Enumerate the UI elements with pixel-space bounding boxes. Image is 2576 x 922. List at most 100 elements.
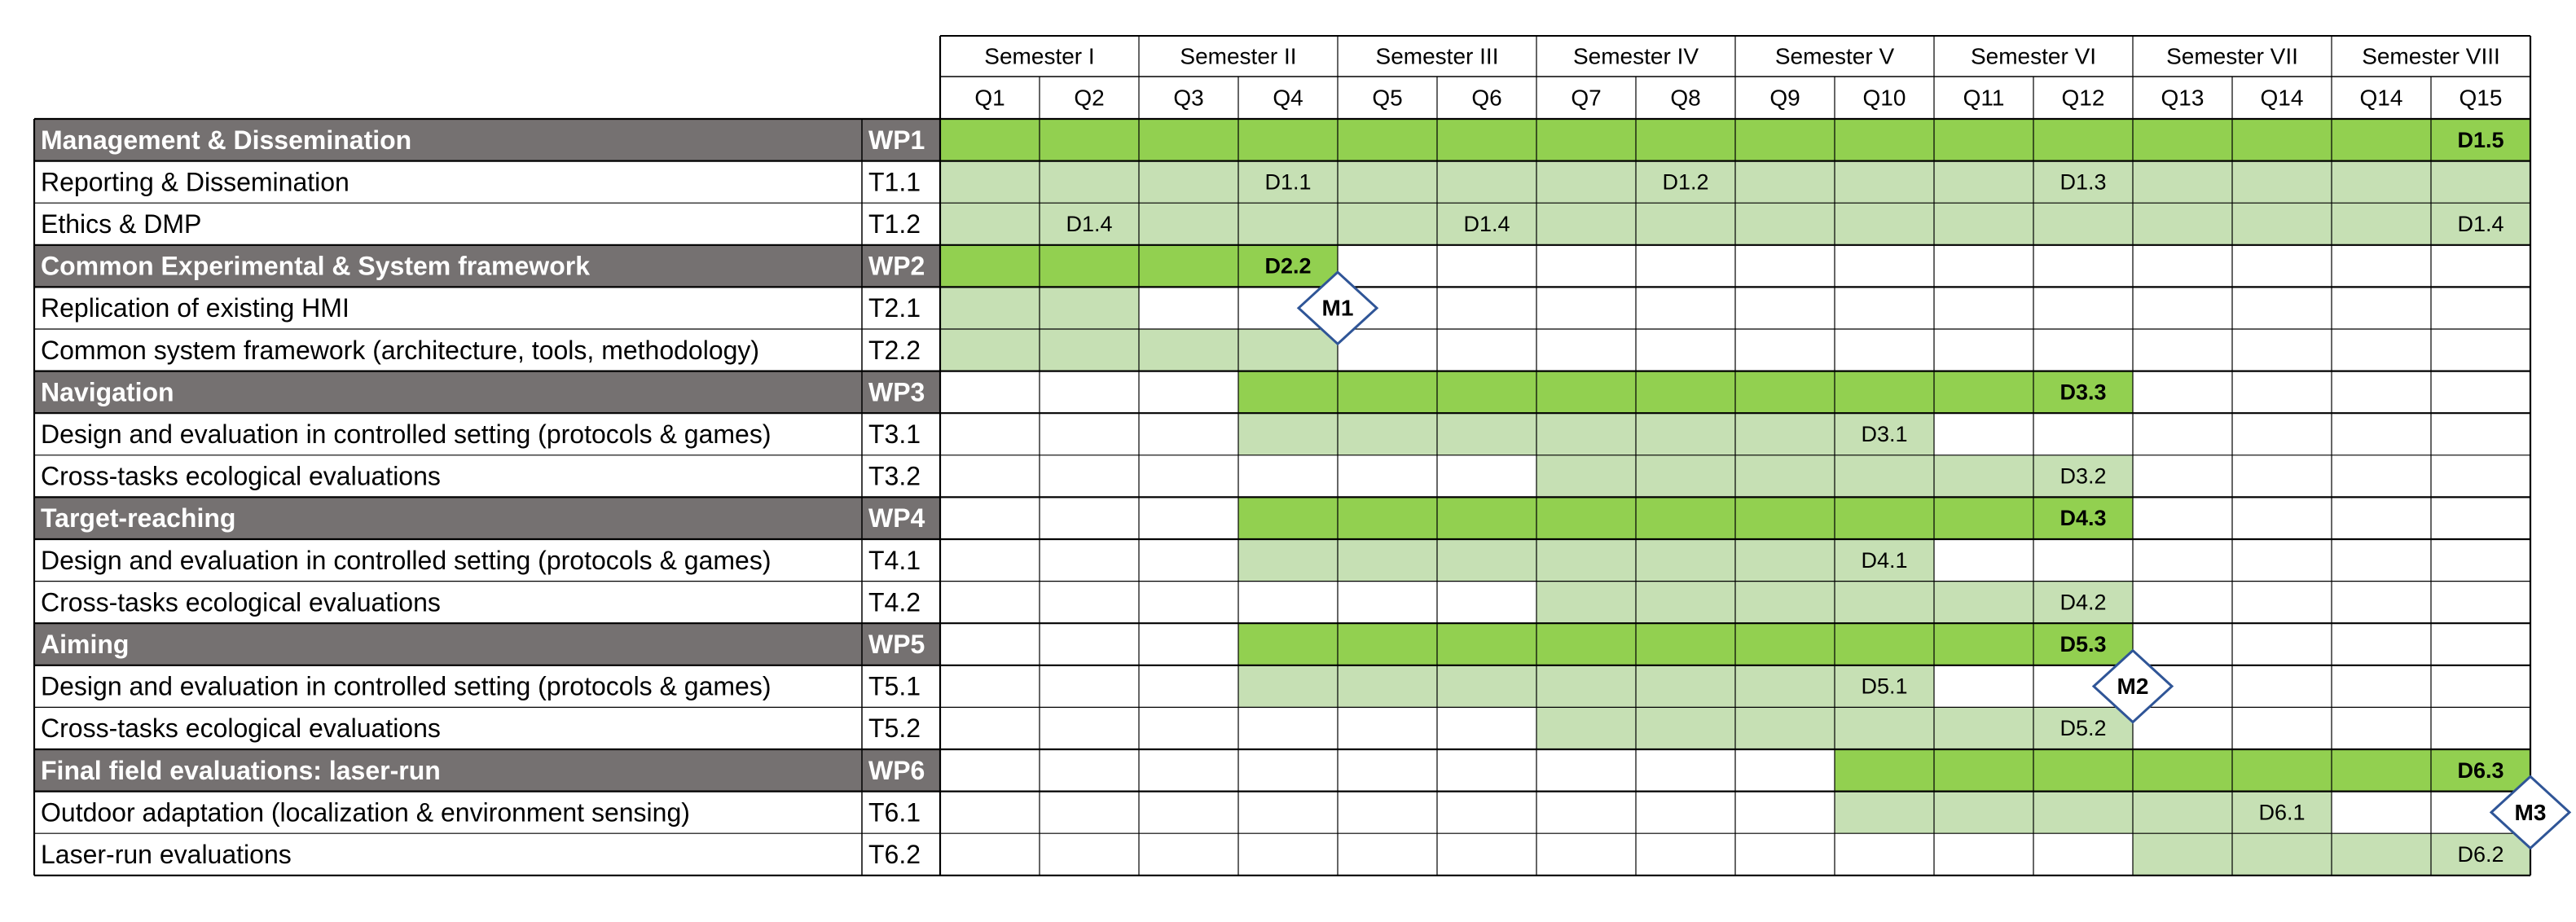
task-label: Outdoor adaptation (localization & envir… bbox=[41, 797, 690, 827]
deliverable-label: D2.2 bbox=[1264, 254, 1311, 279]
milestone-diamond bbox=[2489, 775, 2572, 850]
task-code: T4.1 bbox=[868, 546, 921, 575]
task-label: Design and evaluation in controlled sett… bbox=[41, 546, 771, 575]
quarter-label: Q10 bbox=[1863, 86, 1906, 111]
task-code: T3.1 bbox=[868, 419, 921, 449]
deliverable-label: D6.3 bbox=[2457, 758, 2503, 783]
deliverable-label: D1.2 bbox=[1662, 169, 1708, 194]
deliverable-label: D3.2 bbox=[2059, 464, 2106, 489]
task-code: T5.2 bbox=[868, 713, 921, 743]
quarter-label: Q3 bbox=[1173, 86, 1203, 111]
deliverable-label: D1.4 bbox=[2457, 212, 2503, 236]
deliverable-label: D6.2 bbox=[2457, 842, 2503, 867]
quarter-label: Q11 bbox=[1963, 86, 2005, 111]
task-bar bbox=[1835, 791, 2332, 834]
task-bar bbox=[1238, 539, 1934, 582]
task-label: Common system framework (architecture, t… bbox=[41, 336, 759, 365]
task-code: T3.2 bbox=[868, 462, 921, 491]
semester-label: Semester IV bbox=[1573, 44, 1699, 69]
task-code: T5.1 bbox=[868, 672, 921, 701]
wp-label: Aiming bbox=[41, 630, 129, 659]
task-code: T1.1 bbox=[868, 167, 921, 196]
wp-label: Final field evaluations: laser-run bbox=[41, 756, 441, 785]
deliverable-label: D1.3 bbox=[2059, 169, 2106, 194]
wp-header-bg bbox=[34, 244, 940, 288]
wp-code: WP5 bbox=[868, 630, 925, 659]
deliverable-label: D1.4 bbox=[1066, 212, 1112, 236]
wp-bar bbox=[1238, 371, 2133, 414]
wp-code: WP6 bbox=[868, 756, 925, 785]
milestone-label: M1 bbox=[1322, 296, 1354, 321]
wp-code: WP3 bbox=[868, 377, 925, 406]
task-label: Cross-tasks ecological evaluations bbox=[41, 713, 441, 743]
quarter-label: Q15 bbox=[2460, 86, 2503, 111]
deliverable-label: D4.3 bbox=[2059, 506, 2106, 530]
deliverable-label: D1.5 bbox=[2457, 128, 2503, 152]
task-label: Design and evaluation in controlled sett… bbox=[41, 419, 771, 449]
task-code: T6.1 bbox=[868, 797, 921, 827]
milestone-diamond bbox=[1296, 270, 1379, 346]
semester-label: Semester VII bbox=[2166, 44, 2298, 69]
wp-label: Common Experimental & System framework bbox=[41, 252, 590, 281]
task-code: T4.2 bbox=[868, 587, 921, 617]
deliverable-label: D6.1 bbox=[2258, 800, 2305, 824]
wp-label: Management & Dissemination bbox=[41, 125, 411, 155]
grid-layer bbox=[33, 35, 2532, 876]
semester-label: Semester II bbox=[1180, 44, 1296, 69]
task-label: Reporting & Dissemination bbox=[41, 167, 349, 196]
deliverable-label: D3.1 bbox=[1861, 422, 1907, 446]
wp-header-bg bbox=[34, 371, 940, 414]
semester-label: Semester V bbox=[1775, 44, 1895, 69]
semester-label: Semester VI bbox=[1971, 44, 2096, 69]
milestone-label: M2 bbox=[2117, 674, 2149, 699]
semester-label: Semester VIII bbox=[2362, 44, 2500, 69]
semester-label: Semester I bbox=[984, 44, 1094, 69]
deliverable-label: D1.1 bbox=[1264, 169, 1311, 194]
quarter-label: Q12 bbox=[2062, 86, 2105, 111]
quarter-label: Q8 bbox=[1670, 86, 1700, 111]
wp-header-bg bbox=[34, 623, 940, 665]
quarter-label: Q7 bbox=[1571, 86, 1601, 111]
milestone-diamond bbox=[2091, 648, 2174, 724]
wp-header-bg bbox=[34, 497, 940, 539]
deliverable-label: D5.3 bbox=[2059, 632, 2106, 656]
wp-bar bbox=[1835, 749, 2530, 792]
deliverable-label: D4.1 bbox=[1861, 548, 1907, 573]
wp-header-bg bbox=[34, 119, 940, 161]
quarter-label: Q6 bbox=[1471, 86, 1501, 111]
quarter-label: Q5 bbox=[1372, 86, 1402, 111]
quarter-label: Q1 bbox=[974, 86, 1004, 111]
quarter-label: Q14 bbox=[2261, 86, 2304, 111]
quarter-label: Q13 bbox=[2161, 86, 2205, 111]
task-label: Replication of existing HMI bbox=[41, 293, 349, 323]
deliverable-label: D5.2 bbox=[2059, 716, 2106, 740]
task-bar bbox=[1238, 413, 1934, 455]
task-code: T1.2 bbox=[868, 209, 921, 239]
deliverable-label: D3.3 bbox=[2059, 380, 2106, 404]
wp-code: WP1 bbox=[868, 125, 925, 155]
task-label: Laser-run evaluations bbox=[41, 840, 292, 869]
wp-label: Target-reaching bbox=[41, 503, 235, 533]
deliverable-label: D4.2 bbox=[2059, 590, 2106, 614]
wp-label: Navigation bbox=[41, 377, 174, 406]
task-code: T2.2 bbox=[868, 336, 921, 365]
quarter-label: Q4 bbox=[1273, 86, 1303, 111]
task-label: Ethics & DMP bbox=[41, 209, 201, 239]
task-label: Design and evaluation in controlled sett… bbox=[41, 672, 771, 701]
semester-label: Semester III bbox=[1376, 44, 1499, 69]
quarter-label: Q14 bbox=[2360, 86, 2403, 111]
labels-layer: Semester I Semester II Semester III Semeste… bbox=[41, 44, 2504, 870]
wp-bar bbox=[1238, 497, 2133, 539]
wp-header-bg bbox=[34, 749, 940, 792]
wp-bar bbox=[1238, 623, 2133, 665]
wp-code: WP4 bbox=[868, 503, 925, 533]
task-code: T6.2 bbox=[868, 840, 921, 869]
quarter-label: Q9 bbox=[1769, 86, 1800, 111]
task-code: T2.1 bbox=[868, 293, 921, 323]
task-bar bbox=[1238, 665, 1934, 708]
task-label: Cross-tasks ecological evaluations bbox=[41, 587, 441, 617]
milestones-layer: M1 M2 M3 bbox=[1296, 270, 2572, 850]
milestone-label: M3 bbox=[2515, 800, 2547, 825]
wp-code: WP2 bbox=[868, 252, 925, 281]
